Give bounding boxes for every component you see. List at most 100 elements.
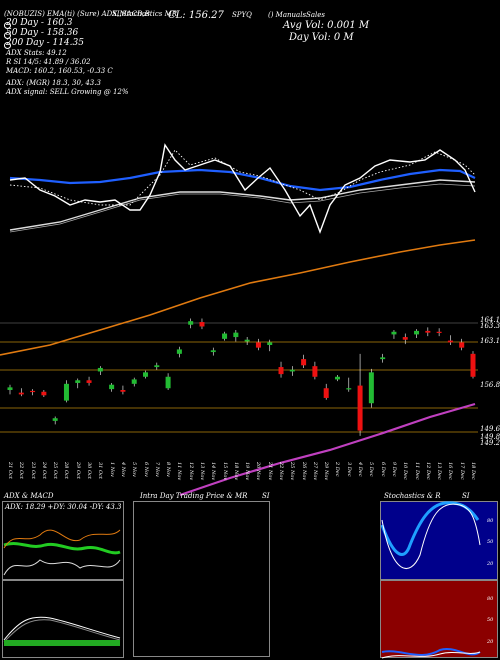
ema20-label: 20 Day - 160.3 — [6, 18, 73, 28]
date-label: 20 Nov — [255, 462, 262, 481]
candle-body — [289, 369, 295, 372]
date-label: 13 Dec — [436, 462, 443, 480]
date-label: 26 Nov — [300, 462, 307, 481]
candle-body — [267, 342, 273, 345]
price-tick-3: 163.12 — [480, 337, 500, 345]
date-label: 13 Nov — [198, 462, 205, 481]
stoch-si: SI — [462, 492, 470, 500]
candle-body — [470, 353, 476, 377]
candle-body — [334, 376, 340, 380]
candle-body — [199, 322, 205, 327]
candle-body — [425, 330, 431, 333]
stoch-level-50: 50 — [487, 539, 494, 545]
date-label: 18 Nov — [232, 462, 239, 481]
price-tick-2: 163.35 — [480, 322, 500, 330]
date-label: 2 Dec — [334, 462, 341, 477]
adx-signal: ADX signal: SELL Growing @ 12% — [6, 88, 129, 96]
date-label: 18 Dec — [470, 462, 476, 480]
date-label: 30 Oct — [86, 462, 93, 479]
date-label: 12 Dec — [424, 462, 431, 480]
macd-panel — [2, 580, 124, 658]
day-volume: Day Vol: 0 M — [289, 32, 354, 43]
date-label: 29 Oct — [74, 462, 81, 479]
stoch-level-80: 80 — [487, 518, 494, 524]
candle-body — [391, 331, 397, 335]
intraday-title: Intra Day Trading Price & MR — [140, 492, 248, 500]
candle-body — [165, 376, 171, 389]
date-label: 25 Nov — [289, 462, 296, 481]
candle-body — [323, 388, 329, 398]
date-label: 19 Nov — [244, 462, 251, 481]
ema50-line — [9, 179, 476, 231]
date-label: 22 Nov — [278, 462, 285, 481]
date-label: 27 Nov — [311, 462, 318, 481]
date-label: 23 Oct — [29, 462, 36, 479]
date-label: 21 Nov — [266, 462, 273, 481]
price-chart — [0, 143, 478, 497]
candle-body — [131, 379, 137, 384]
date-label: 24 Oct — [40, 462, 47, 479]
date-label: 11 Nov — [176, 462, 183, 481]
price-tick-5: 149.63 — [480, 425, 500, 433]
date-label: 5 Dec — [368, 462, 375, 477]
date-label: 31 Oct — [97, 462, 104, 479]
date-label: 22 Oct — [18, 462, 25, 479]
si-level-20: 20 — [487, 639, 494, 645]
candle-body — [278, 367, 284, 375]
date-label: 29 Nov — [323, 462, 330, 481]
candle-body — [41, 391, 47, 396]
candle-body — [244, 339, 250, 342]
close-price: CL: 156.27 — [168, 10, 224, 21]
date-label: 15 Nov — [221, 462, 228, 481]
ema50-swatch — [4, 32, 11, 39]
candle-body — [459, 342, 465, 348]
candle-body — [380, 357, 386, 360]
adx-label: ADX: (MGR) 18.3, 30, 43.3 — [6, 79, 101, 87]
candle-body — [402, 337, 408, 340]
date-label: 14 Nov — [210, 462, 217, 481]
candle-body — [346, 388, 352, 390]
candle-body — [447, 340, 453, 343]
symbol: SPYQ — [232, 11, 252, 19]
candle-body — [436, 331, 442, 333]
header-meta: () ManualsSales — [268, 11, 325, 19]
candle-body — [109, 384, 115, 390]
candle-body — [30, 390, 36, 393]
adx-panel-title: ADX & MACD — [4, 492, 54, 500]
avg-volume: Avg Vol: 0.001 M — [283, 20, 370, 31]
price-tick-1: 164.12 — [480, 316, 500, 324]
candle-body — [63, 383, 69, 401]
date-label: 16 Dec — [447, 462, 454, 480]
date-label: 9 Dec — [390, 462, 397, 477]
candle-body — [312, 366, 318, 377]
ema200-label: 200 Day - 114.35 — [6, 38, 84, 48]
candle-body — [368, 372, 374, 404]
ema200-swatch — [4, 42, 11, 49]
ema50-label: 50 Day - 158.36 — [6, 28, 79, 38]
candle-body — [222, 333, 228, 339]
header-stoch-label: SI,Stochastics MR — [112, 10, 178, 18]
rsi-label: ADX Stats: 49.12 — [6, 49, 67, 57]
candle-body — [18, 392, 24, 395]
candle-body — [86, 380, 92, 383]
candle-body — [52, 418, 58, 421]
intraday-panel — [133, 501, 270, 657]
si-panel — [380, 580, 498, 658]
date-label: 10 Dec — [402, 462, 409, 480]
candle-body — [143, 372, 149, 377]
date-label: 17 Dec — [458, 462, 465, 480]
date-label: 8 Nov — [165, 462, 172, 477]
date-label: 28 Oct — [63, 462, 70, 479]
stoch-title: Stochastics & R — [384, 492, 441, 500]
si-level-50: 50 — [487, 617, 494, 623]
si-label: R SI 14/5: 41.89 / 36.02 — [6, 58, 91, 66]
candle-body — [210, 350, 216, 353]
date-label: 1 Nov — [108, 462, 115, 477]
dotted-signal-line — [9, 149, 476, 206]
candle-body — [414, 330, 420, 335]
date-label: 7 Nov — [153, 462, 160, 477]
stoch-level-20: 20 — [487, 561, 494, 567]
candle-body — [255, 342, 261, 348]
candle-body — [188, 321, 194, 325]
macd-label: MACD: 160.2, 160.53, -0.33 C — [6, 67, 113, 75]
